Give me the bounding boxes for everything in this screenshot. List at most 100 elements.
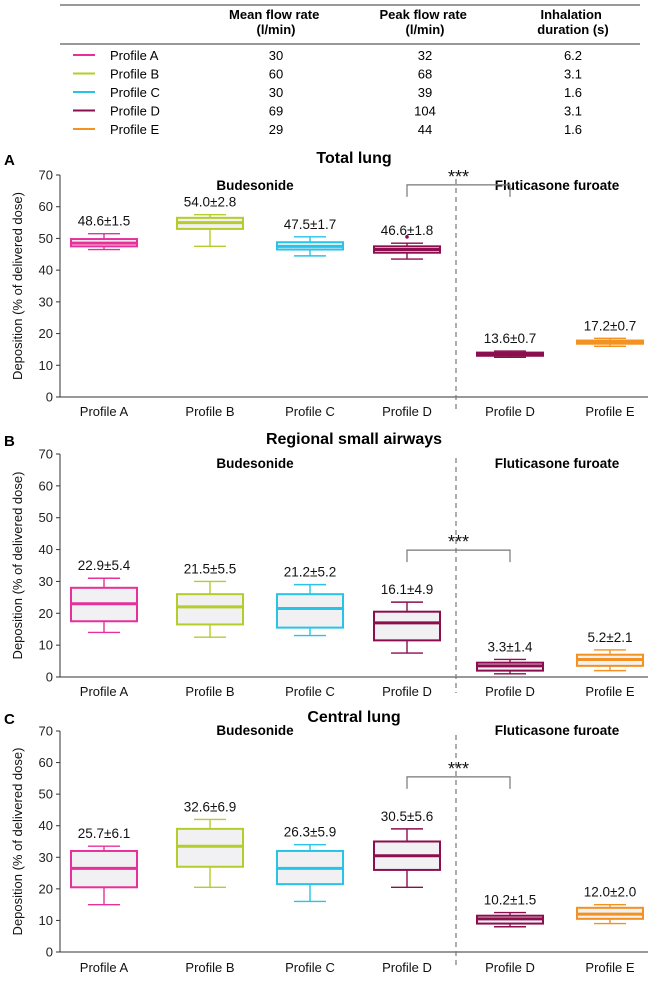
box-profile-d: 16.1±4.9 Profile D bbox=[373, 582, 441, 699]
y-axis-label: Deposition (% of delivered dose) bbox=[10, 748, 25, 936]
row-mean-flow: 69 bbox=[269, 104, 283, 119]
header-mean-flow: Mean flow rate (l/min) bbox=[229, 7, 323, 37]
box-profile-d: 30.5±5.6 Profile D bbox=[373, 809, 441, 975]
value-label: 22.9±5.4 bbox=[78, 558, 131, 573]
value-label: 32.6±6.9 bbox=[184, 799, 236, 814]
value-label: 3.3±1.4 bbox=[488, 639, 533, 654]
box-profile-a: 25.7±6.1 Profile A bbox=[70, 826, 138, 975]
header-duration-line2: duration (s) bbox=[537, 22, 609, 37]
panel-letter: B bbox=[4, 433, 15, 450]
x-category-label: Profile B bbox=[185, 960, 234, 975]
value-label: 10.2±1.5 bbox=[484, 893, 536, 908]
y-tick-label: 70 bbox=[39, 724, 53, 739]
box-iqr bbox=[176, 593, 244, 626]
significance-bracket bbox=[406, 776, 511, 789]
y-tick-label: 30 bbox=[39, 294, 53, 309]
row-peak-flow: 104 bbox=[414, 104, 436, 119]
box-profile-e: 17.2±0.7 Profile E bbox=[576, 318, 644, 419]
chart-panels: A Total lung 0 10 20 30 40 50 60 70 Deposition (% … bbox=[4, 150, 648, 975]
y-tick-label: 0 bbox=[46, 670, 53, 685]
value-label: 46.6±1.8 bbox=[381, 223, 433, 238]
panel-letter: C bbox=[4, 711, 15, 728]
panel-title: Central lung bbox=[307, 709, 400, 726]
row-profile: Profile D bbox=[110, 104, 160, 119]
row-profile: Profile C bbox=[110, 85, 160, 100]
box-iqr bbox=[176, 827, 244, 868]
box-profile-e: 12.0±2.0 Profile E bbox=[576, 885, 644, 975]
header-peak-flow-line2: (l/min) bbox=[406, 22, 445, 37]
box-profile-d-ff: 13.6±0.7 Profile D bbox=[476, 331, 544, 419]
box-profile-b: 54.0±2.8 Profile B bbox=[176, 195, 244, 419]
box-profile-c: 47.5±1.7 Profile C bbox=[276, 217, 344, 419]
significance-bracket bbox=[406, 549, 511, 563]
box-profile-d: 46.6±1.8 Profile D bbox=[373, 223, 441, 419]
y-tick-label: 70 bbox=[39, 168, 53, 183]
row-peak-flow: 32 bbox=[418, 48, 432, 63]
y-tick-label: 10 bbox=[39, 358, 53, 373]
row-peak-flow: 44 bbox=[418, 122, 432, 137]
x-category-label: Profile A bbox=[80, 404, 129, 419]
value-label: 25.7±6.1 bbox=[78, 826, 130, 841]
box-profile-b: 32.6±6.9 Profile B bbox=[176, 799, 244, 975]
row-profile: Profile A bbox=[110, 48, 159, 63]
y-tick-label: 60 bbox=[39, 478, 53, 493]
x-category-label: Profile E bbox=[585, 404, 634, 419]
y-tick-label: 40 bbox=[39, 263, 53, 278]
y-tick-label: 10 bbox=[39, 913, 53, 928]
y-tick-label: 70 bbox=[39, 447, 53, 462]
group-label: Fluticasone furoate bbox=[495, 178, 620, 193]
row-peak-flow: 68 bbox=[418, 67, 432, 82]
significance-bracket bbox=[406, 184, 511, 197]
value-label: 5.2±2.1 bbox=[588, 630, 633, 645]
table-row: Profile E 29 44 1.6 bbox=[73, 122, 582, 137]
group-label: Budesonide bbox=[216, 723, 294, 738]
value-label: 16.1±4.9 bbox=[381, 582, 433, 597]
box-profile-e: 5.2±2.1 Profile E bbox=[576, 630, 644, 699]
chart-panel-a: A Total lung 0 10 20 30 40 50 60 70 Deposition (% … bbox=[4, 150, 648, 419]
header-mean-flow-line1: Mean flow rate bbox=[229, 7, 319, 22]
y-axis-label: Deposition (% of delivered dose) bbox=[10, 472, 25, 660]
row-profile: Profile E bbox=[110, 122, 159, 137]
row-profile: Profile B bbox=[110, 67, 159, 82]
value-label: 21.2±5.2 bbox=[284, 565, 336, 580]
box-profile-a: 48.6±1.5 Profile A bbox=[70, 214, 138, 419]
box-profile-b: 21.5±5.5 Profile B bbox=[176, 561, 244, 699]
y-tick-label: 40 bbox=[39, 818, 53, 833]
value-label: 30.5±5.6 bbox=[381, 809, 433, 824]
x-category-label: Profile B bbox=[185, 404, 234, 419]
row-duration: 3.1 bbox=[564, 104, 582, 119]
y-tick-label: 40 bbox=[39, 542, 53, 557]
box-profile-c: 26.3±5.9 Profile C bbox=[276, 825, 344, 975]
y-tick-label: 20 bbox=[39, 326, 53, 341]
row-duration: 6.2 bbox=[564, 48, 582, 63]
header-mean-flow-line2: (l/min) bbox=[257, 22, 296, 37]
value-label: 48.6±1.5 bbox=[78, 214, 130, 229]
box-iqr bbox=[373, 610, 441, 642]
row-duration: 3.1 bbox=[564, 67, 582, 82]
y-axis-label: Deposition (% of delivered dose) bbox=[10, 192, 25, 380]
y-tick-label: 30 bbox=[39, 850, 53, 865]
group-label: Fluticasone furoate bbox=[495, 456, 620, 471]
table-row: Profile D 69 104 3.1 bbox=[73, 104, 582, 119]
row-duration: 1.6 bbox=[564, 122, 582, 137]
value-label: 21.5±5.5 bbox=[184, 561, 236, 576]
header-peak-flow-line1: Peak flow rate bbox=[379, 7, 466, 22]
x-category-label: Profile E bbox=[585, 684, 634, 699]
x-category-label: Profile A bbox=[80, 684, 129, 699]
y-tick-label: 60 bbox=[39, 755, 53, 770]
x-category-label: Profile D bbox=[382, 960, 432, 975]
table-row: Profile B 60 68 3.1 bbox=[73, 67, 582, 82]
y-tick-label: 50 bbox=[39, 787, 53, 802]
panel-letter: A bbox=[4, 152, 15, 169]
box-profile-a: 22.9±5.4 Profile A bbox=[70, 558, 138, 699]
value-label: 17.2±0.7 bbox=[584, 318, 636, 333]
row-peak-flow: 39 bbox=[418, 85, 432, 100]
row-mean-flow: 30 bbox=[269, 48, 283, 63]
value-label: 26.3±5.9 bbox=[284, 825, 336, 840]
x-category-label: Profile B bbox=[185, 684, 234, 699]
box-profile-c: 21.2±5.2 Profile C bbox=[276, 565, 344, 699]
value-label: 13.6±0.7 bbox=[484, 331, 536, 346]
x-category-label: Profile D bbox=[485, 960, 535, 975]
table-row: Profile C 30 39 1.6 bbox=[73, 85, 582, 100]
group-label: Fluticasone furoate bbox=[495, 723, 620, 738]
